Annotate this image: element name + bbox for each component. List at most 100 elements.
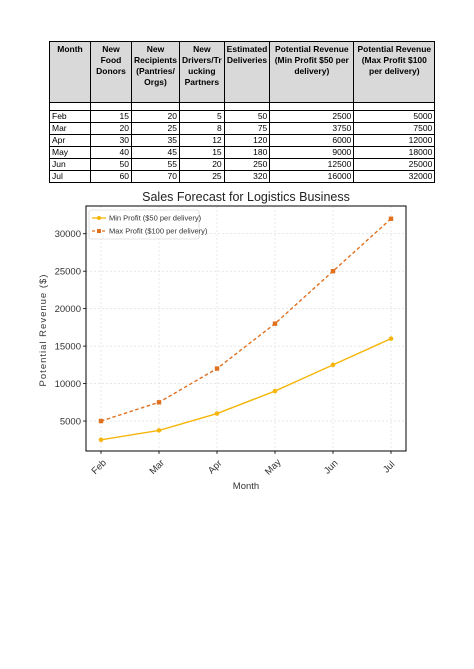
data-point-min-profit <box>388 336 394 341</box>
cell-revenue-max: 32000 <box>353 170 436 183</box>
cell-revenue-min: 9000 <box>269 146 355 159</box>
cell-month: Jun <box>49 158 91 171</box>
legend-max-label: Max Profit ($100 per delivery) <box>109 227 208 236</box>
data-point-max-profit <box>330 268 336 274</box>
forecast-table: Month New Food Donors New Recipients (Pa… <box>49 41 436 183</box>
cell-month: Apr <box>49 134 91 147</box>
x-tick-label: Jun <box>322 458 341 477</box>
table-spacer-row <box>49 102 436 111</box>
cell-month: Jul <box>49 170 91 183</box>
cell-drivers: 20 <box>178 158 225 171</box>
series-lines <box>98 216 394 443</box>
cell-revenue-max: 18000 <box>353 146 436 159</box>
header-estimated-deliveries: Estimated Deliveries <box>223 41 271 103</box>
data-point-min-profit <box>98 437 104 443</box>
cell-month: Mar <box>49 122 91 135</box>
y-tick-label: 10000 <box>55 379 81 390</box>
y-tick-label: 15000 <box>55 342 81 353</box>
table-row: Feb 15 20 5 50 2500 5000 <box>49 110 436 123</box>
cell-food-donors: 15 <box>90 110 132 123</box>
cell-deliveries: 120 <box>223 134 271 147</box>
y-tick-label: 25000 <box>55 267 81 278</box>
spacer-cell <box>178 102 225 111</box>
data-point-min-profit <box>272 388 278 394</box>
spacer-cell <box>353 102 436 111</box>
cell-recipients: 20 <box>131 110 180 123</box>
y-axis-label: Potential Revenue ($) <box>38 274 49 387</box>
table-row: Mar 20 25 8 75 3750 7500 <box>49 122 436 135</box>
cell-food-donors: 50 <box>90 158 132 171</box>
cell-drivers: 5 <box>178 110 225 123</box>
cell-deliveries: 75 <box>223 122 271 135</box>
sales-forecast-chart: Sales Forecast for Logistics Business 50… <box>38 190 407 492</box>
cell-revenue-min: 3750 <box>269 122 355 135</box>
cell-revenue-min: 6000 <box>269 134 355 147</box>
cell-recipients: 70 <box>131 170 180 183</box>
chart-title: Sales Forecast for Logistics Business <box>142 190 350 204</box>
data-point-max-profit <box>214 366 220 371</box>
cell-food-donors: 60 <box>90 170 132 183</box>
cell-revenue-max: 7500 <box>353 122 436 135</box>
table-row: Jul 60 70 25 320 16000 32000 <box>49 170 436 183</box>
cell-revenue-max: 12000 <box>353 134 436 147</box>
legend-min-marker <box>97 216 101 220</box>
cell-month: Feb <box>49 110 91 123</box>
data-point-min-profit <box>214 411 220 416</box>
y-tick-label: 5000 <box>60 417 81 428</box>
data-point-min-profit <box>330 362 336 368</box>
data-point-max-profit <box>272 321 278 326</box>
plot-frame <box>85 205 407 452</box>
cell-revenue-min: 16000 <box>269 170 355 183</box>
cell-food-donors: 20 <box>90 122 132 135</box>
table-header-row: Month New Food Donors New Recipients (Pa… <box>49 41 436 103</box>
spacer-cell <box>223 102 271 111</box>
cell-drivers: 8 <box>178 122 225 135</box>
cell-revenue-min: 12500 <box>269 158 355 171</box>
cell-revenue-max: 5000 <box>353 110 436 123</box>
header-new-food-donors: New Food Donors <box>90 41 132 103</box>
cell-deliveries: 50 <box>223 110 271 123</box>
data-point-min-profit <box>156 428 162 433</box>
header-new-drivers: New Drivers/Tr ucking Partners <box>178 41 225 103</box>
data-point-max-profit <box>98 418 104 424</box>
header-month: Month <box>49 41 91 103</box>
legend-box <box>88 209 200 240</box>
data-point-max-profit <box>388 216 394 221</box>
series-line-max-profit <box>100 218 392 422</box>
x-axis-ticks: Feb Mar Apr May Jun Jul <box>90 451 397 478</box>
spacer-cell <box>90 102 132 111</box>
cell-recipients: 55 <box>131 158 180 171</box>
series-line-min-profit <box>100 337 392 441</box>
y-tick-label: 20000 <box>55 304 81 315</box>
cell-drivers: 15 <box>178 146 225 159</box>
x-axis-label: Month <box>233 481 259 492</box>
x-tick-label: Feb <box>90 458 109 477</box>
grid-lines <box>86 206 406 451</box>
data-point-max-profit <box>156 400 162 405</box>
y-axis-ticks: 5000 10000 15000 20000 25000 30000 <box>55 229 86 428</box>
x-tick-label: May <box>263 457 284 478</box>
cell-recipients: 35 <box>131 134 180 147</box>
table-row: May 40 45 15 180 9000 18000 <box>49 146 436 159</box>
table-row: Jun 50 55 20 250 12500 25000 <box>49 158 436 171</box>
table-row: Apr 30 35 12 120 6000 12000 <box>49 134 436 147</box>
legend-max-marker <box>97 229 101 233</box>
header-revenue-min: Potential Revenue (Min Profit $50 per de… <box>269 41 355 103</box>
header-new-recipients: New Recipients (Pantries/ Orgs) <box>131 41 180 103</box>
y-tick-label: 30000 <box>55 229 81 240</box>
spacer-cell <box>269 102 355 111</box>
cell-recipients: 25 <box>131 122 180 135</box>
cell-food-donors: 40 <box>90 146 132 159</box>
cell-revenue-min: 2500 <box>269 110 355 123</box>
cell-deliveries: 250 <box>223 158 271 171</box>
spacer-cell <box>131 102 180 111</box>
cell-drivers: 12 <box>178 134 225 147</box>
chart-legend: Min Profit ($50 per delivery) Max Profit… <box>88 209 208 240</box>
cell-recipients: 45 <box>131 146 180 159</box>
cell-food-donors: 30 <box>90 134 132 147</box>
spacer-cell <box>49 102 91 111</box>
cell-revenue-max: 25000 <box>353 158 436 171</box>
x-tick-label: Apr <box>206 458 224 476</box>
cell-drivers: 25 <box>178 170 225 183</box>
cell-month: May <box>49 146 91 159</box>
